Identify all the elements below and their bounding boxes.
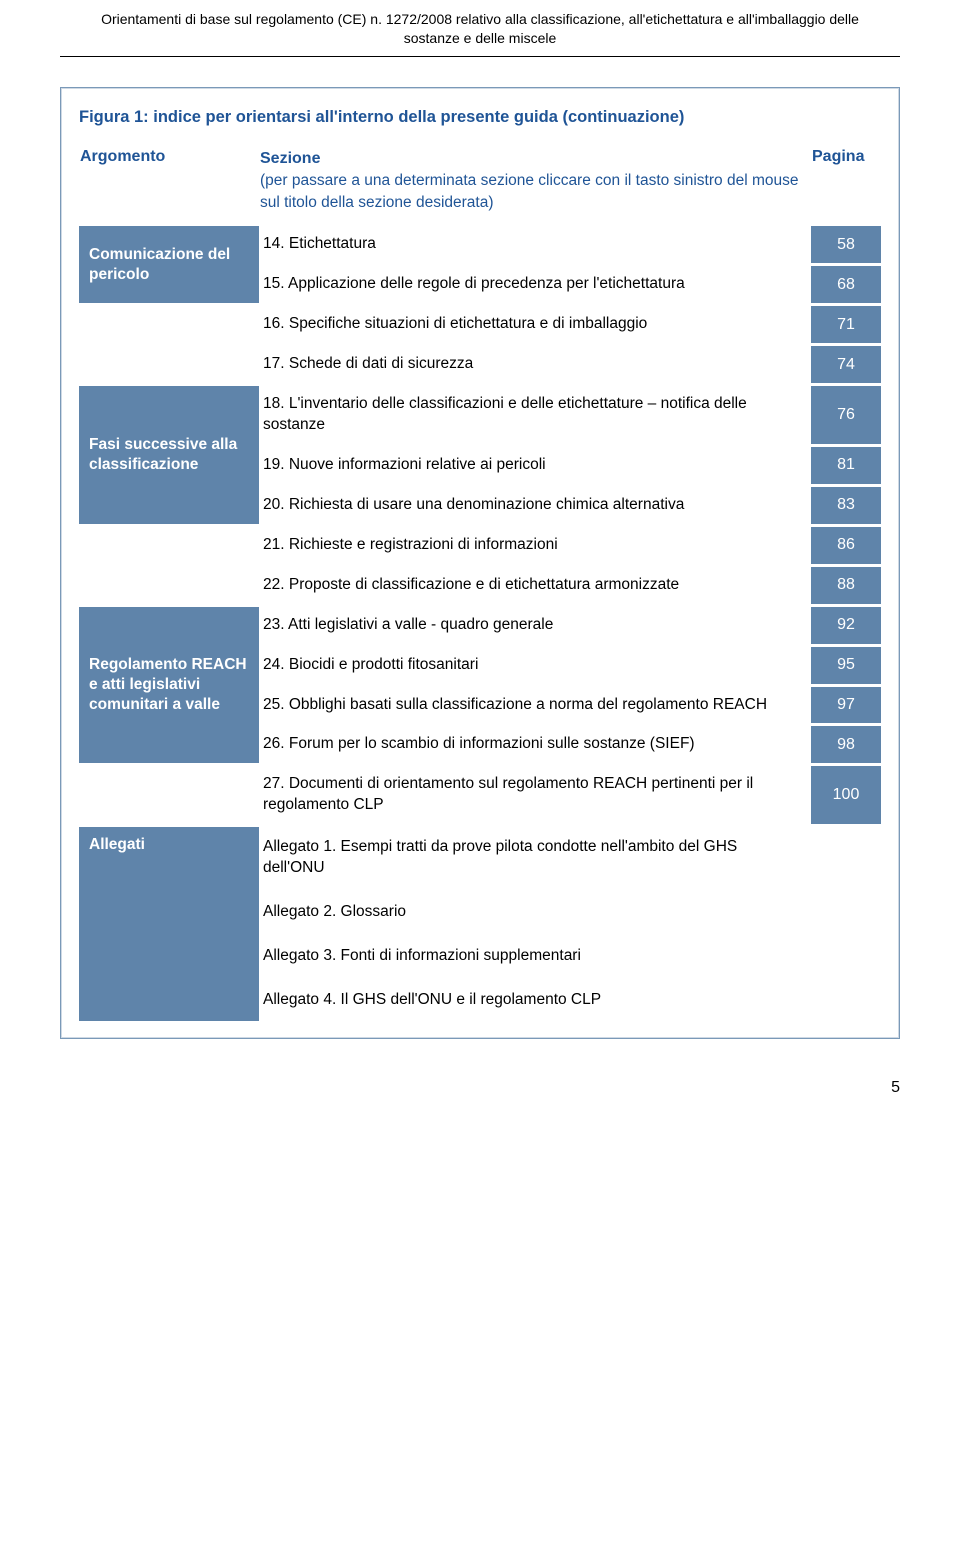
sec-23[interactable]: 23. Atti legislativi a valle - quadro ge…: [259, 607, 811, 644]
row-23: Regolamento REACH e atti legislativi com…: [79, 607, 881, 644]
pg-15: 68: [811, 266, 881, 303]
group-reach: Regolamento REACH e atti legislativi com…: [79, 607, 259, 764]
group-fasi: Fasi successive alla classificazione: [79, 386, 259, 524]
col-sezione: Sezione (per passare a una determinata s…: [259, 147, 811, 223]
alleg-2[interactable]: Allegato 2. Glossario: [259, 892, 811, 933]
header-rule: [60, 56, 900, 57]
row-27: 27. Documenti di orientamento sul regola…: [79, 766, 881, 824]
pg-21: 86: [811, 527, 881, 564]
sec-14[interactable]: 14. Etichettatura: [259, 226, 811, 263]
spacer: [811, 936, 881, 977]
pg-17: 74: [811, 346, 881, 383]
row-alleg-1: Allegati Allegato 1. Esempi tratti da pr…: [79, 827, 881, 889]
row-16: 16. Specifiche situazioni di etichettatu…: [79, 306, 881, 343]
sec-18[interactable]: 18. L'inventario delle classificazioni e…: [259, 386, 811, 444]
header-line2: sostanze e delle miscele: [404, 30, 557, 46]
running-header: Orientamenti di base sul regolamento (CE…: [0, 0, 960, 52]
spacer: [811, 980, 881, 1021]
spacer: [811, 827, 881, 889]
figure-title: Figura 1: indice per orientarsi all'inte…: [79, 106, 881, 128]
sec-17[interactable]: 17. Schede di dati di sicurezza: [259, 346, 811, 383]
pg-25: 97: [811, 687, 881, 724]
group-comunicazione: Comunicazione del pericolo: [79, 226, 259, 303]
row-17: 17. Schede di dati di sicurezza 74: [79, 346, 881, 383]
spacer: [811, 892, 881, 933]
pg-20: 83: [811, 487, 881, 524]
col-pagina: Pagina: [811, 147, 881, 223]
pg-18: 76: [811, 386, 881, 444]
group-allegati: Allegati: [79, 827, 259, 1021]
alleg-4[interactable]: Allegato 4. Il GHS dell'ONU e il regolam…: [259, 980, 811, 1021]
sec-26[interactable]: 26. Forum per lo scambio di informazioni…: [259, 726, 811, 763]
row-21: 21. Richieste e registrazioni di informa…: [79, 527, 881, 564]
pg-23: 92: [811, 607, 881, 644]
sec-16[interactable]: 16. Specifiche situazioni di etichettatu…: [259, 306, 811, 343]
spacer: [79, 306, 259, 343]
header-line1: Orientamenti di base sul regolamento (CE…: [101, 11, 859, 27]
spacer: [79, 527, 259, 564]
sec-21[interactable]: 21. Richieste e registrazioni di informa…: [259, 527, 811, 564]
pg-27: 100: [811, 766, 881, 824]
alleg-1[interactable]: Allegato 1. Esempi tratti da prove pilot…: [259, 827, 811, 889]
pg-16: 71: [811, 306, 881, 343]
spacer: [79, 346, 259, 383]
sezione-sub: (per passare a una determinata sezione c…: [260, 172, 798, 211]
sec-15[interactable]: 15. Applicazione delle regole di precede…: [259, 266, 811, 303]
row-18: Fasi successive alla classificazione 18.…: [79, 386, 881, 444]
sec-22[interactable]: 22. Proposte di classificazione e di eti…: [259, 567, 811, 604]
sec-19[interactable]: 19. Nuove informazioni relative ai peric…: [259, 447, 811, 484]
row-14: Comunicazione del pericolo 14. Etichetta…: [79, 226, 881, 263]
figure-card: Figura 1: indice per orientarsi all'inte…: [60, 87, 900, 1039]
spacer: [79, 567, 259, 604]
row-22: 22. Proposte di classificazione e di eti…: [79, 567, 881, 604]
pg-19: 81: [811, 447, 881, 484]
pg-24: 95: [811, 647, 881, 684]
header-row: Argomento Sezione (per passare a una det…: [79, 147, 881, 223]
toc-table: Argomento Sezione (per passare a una det…: [79, 144, 881, 1024]
sec-27[interactable]: 27. Documenti di orientamento sul regola…: [259, 766, 811, 824]
sec-25[interactable]: 25. Obblighi basati sulla classificazion…: [259, 687, 811, 724]
sec-20[interactable]: 20. Richiesta di usare una denominazione…: [259, 487, 811, 524]
alleg-3[interactable]: Allegato 3. Fonti di informazioni supple…: [259, 936, 811, 977]
sec-24[interactable]: 24. Biocidi e prodotti fitosanitari: [259, 647, 811, 684]
pg-22: 88: [811, 567, 881, 604]
spacer: [79, 766, 259, 824]
pg-26: 98: [811, 726, 881, 763]
sezione-title: Sezione: [260, 150, 320, 167]
pg-14: 58: [811, 226, 881, 263]
page-number: 5: [60, 1079, 900, 1097]
col-argomento: Argomento: [79, 147, 259, 223]
